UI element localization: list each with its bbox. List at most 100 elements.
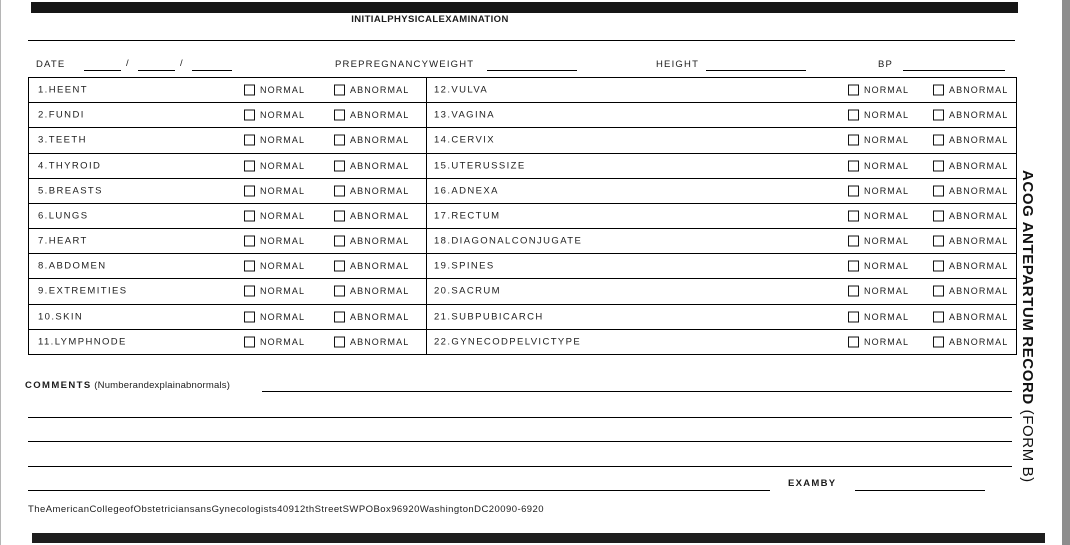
normal-checkbox[interactable] [848,84,859,96]
abnormal-checkbox-label: ABNORMAL [949,236,1009,247]
abnormal-checkbox-label: ABNORMAL [949,336,1009,347]
comments-line-2[interactable] [28,417,1012,418]
comments-line-3[interactable] [28,441,1012,442]
exam-table-row: 1.HEENT NORMAL ABNORMAL 12.VULVA NORMAL … [29,78,1016,104]
exam-table-rows: 1.HEENT NORMAL ABNORMAL 12.VULVA NORMAL … [29,78,1016,355]
abnormal-checkbox-label: ABNORMAL [350,336,410,347]
bottom-black-bar [32,533,1045,543]
normal-checkbox-label: NORMAL [260,311,306,322]
normal-checkbox[interactable] [848,210,859,222]
height-field[interactable] [706,70,806,71]
normal-checkbox-label: NORMAL [864,160,910,171]
normal-checkbox[interactable] [244,109,255,121]
normal-checkbox[interactable] [244,210,255,222]
normal-checkbox[interactable] [244,134,255,146]
normal-checkbox[interactable] [848,260,859,272]
abnormal-checkbox[interactable] [933,311,944,323]
abnormal-checkbox[interactable] [334,109,345,121]
abnormal-checkbox[interactable] [334,134,345,146]
abnormal-checkbox-label: ABNORMAL [350,236,410,247]
normal-checkbox[interactable] [848,311,859,323]
exam-by-label: EXAMBY [788,478,837,489]
date-label: DATE [36,59,66,70]
normal-checkbox[interactable] [848,109,859,121]
abnormal-checkbox-label: ABNORMAL [350,135,410,146]
height-label: HEIGHT [656,59,700,70]
normal-checkbox[interactable] [244,336,255,348]
exam-item-label: 11.LYMPHNODE [38,336,127,348]
abnormal-checkbox[interactable] [933,285,944,297]
abnormal-checkbox[interactable] [334,84,345,96]
normal-checkbox-label: NORMAL [864,286,910,297]
normal-checkbox-label: NORMAL [260,85,306,96]
abnormal-checkbox[interactable] [334,336,345,348]
normal-checkbox[interactable] [244,185,255,197]
abnormal-checkbox-label: ABNORMAL [350,160,410,171]
abnormal-checkbox-label: ABNORMAL [350,286,410,297]
normal-checkbox[interactable] [244,84,255,96]
exam-item-label: 10.SKIN [38,311,84,323]
normal-checkbox-label: NORMAL [864,336,910,347]
abnormal-checkbox[interactable] [933,235,944,247]
normal-checkbox[interactable] [848,285,859,297]
exam-table-row: 4.THYROID NORMAL ABNORMAL 15.UTERUSSIZE … [29,154,1016,179]
exam-item-label: 4.THYROID [38,160,102,172]
abnormal-checkbox-label: ABNORMAL [350,311,410,322]
abnormal-checkbox[interactable] [933,185,944,197]
abnormal-checkbox[interactable] [334,260,345,272]
abnormal-checkbox-label: ABNORMAL [949,185,1009,196]
normal-checkbox[interactable] [244,311,255,323]
abnormal-checkbox[interactable] [334,311,345,323]
exam-table: 1.HEENT NORMAL ABNORMAL 12.VULVA NORMAL … [28,77,1017,355]
normal-checkbox[interactable] [244,160,255,172]
normal-checkbox[interactable] [848,160,859,172]
prepregnancy-weight-field[interactable] [487,70,577,71]
abnormal-checkbox[interactable] [334,235,345,247]
abnormal-checkbox[interactable] [334,185,345,197]
normal-checkbox[interactable] [244,260,255,272]
normal-checkbox-label: NORMAL [260,261,306,272]
date-year-field[interactable] [192,70,232,71]
abnormal-checkbox[interactable] [334,160,345,172]
normal-checkbox[interactable] [848,134,859,146]
normal-checkbox[interactable] [244,285,255,297]
abnormal-checkbox-label: ABNORMAL [949,210,1009,221]
bp-field[interactable] [903,70,1005,71]
abnormal-checkbox[interactable] [933,260,944,272]
side-form-label-bold: ACOG ANTEPARTUM RECORD [1019,170,1036,405]
comments-label-detail-text: (Numberandexplainabnormals) [94,380,231,391]
abnormal-checkbox[interactable] [933,160,944,172]
comments-label: COMMENTS (Numberandexplainabnormals) [25,380,230,391]
abnormal-checkbox[interactable] [334,210,345,222]
page-left-edge [0,0,1,545]
comments-line-4[interactable] [28,466,1012,467]
comments-line-5[interactable] [28,490,770,491]
abnormal-checkbox[interactable] [933,210,944,222]
date-month-field[interactable] [84,70,121,71]
normal-checkbox[interactable] [848,235,859,247]
normal-checkbox[interactable] [244,235,255,247]
exam-item-label: 14.CERVIX [434,134,496,146]
date-day-field[interactable] [138,70,175,71]
normal-checkbox[interactable] [848,185,859,197]
normal-checkbox[interactable] [848,336,859,348]
exam-table-row: 3.TEETH NORMAL ABNORMAL 14.CERVIX NORMAL… [29,128,1016,154]
normal-checkbox-label: NORMAL [260,236,306,247]
exam-table-row: 5.BREASTS NORMAL ABNORMAL 16.ADNEXA NORM… [29,179,1016,204]
abnormal-checkbox[interactable] [933,109,944,121]
exam-item-label: 5.BREASTS [38,185,103,197]
table-column-divider [426,78,427,355]
exam-item-label: 15.UTERUSSIZE [434,160,526,172]
abnormal-checkbox[interactable] [933,336,944,348]
normal-checkbox-label: NORMAL [864,311,910,322]
abnormal-checkbox[interactable] [334,285,345,297]
exam-by-field[interactable] [855,490,985,491]
exam-item-label: 7.HEART [38,235,88,247]
normal-checkbox-label: NORMAL [260,110,306,121]
abnormal-checkbox[interactable] [933,84,944,96]
abnormal-checkbox-label: ABNORMAL [949,110,1009,121]
abnormal-checkbox[interactable] [933,134,944,146]
exam-item-label: 21.SUBPUBICARCH [434,311,544,323]
comments-line-1[interactable] [262,391,1012,392]
abnormal-checkbox-label: ABNORMAL [350,261,410,272]
